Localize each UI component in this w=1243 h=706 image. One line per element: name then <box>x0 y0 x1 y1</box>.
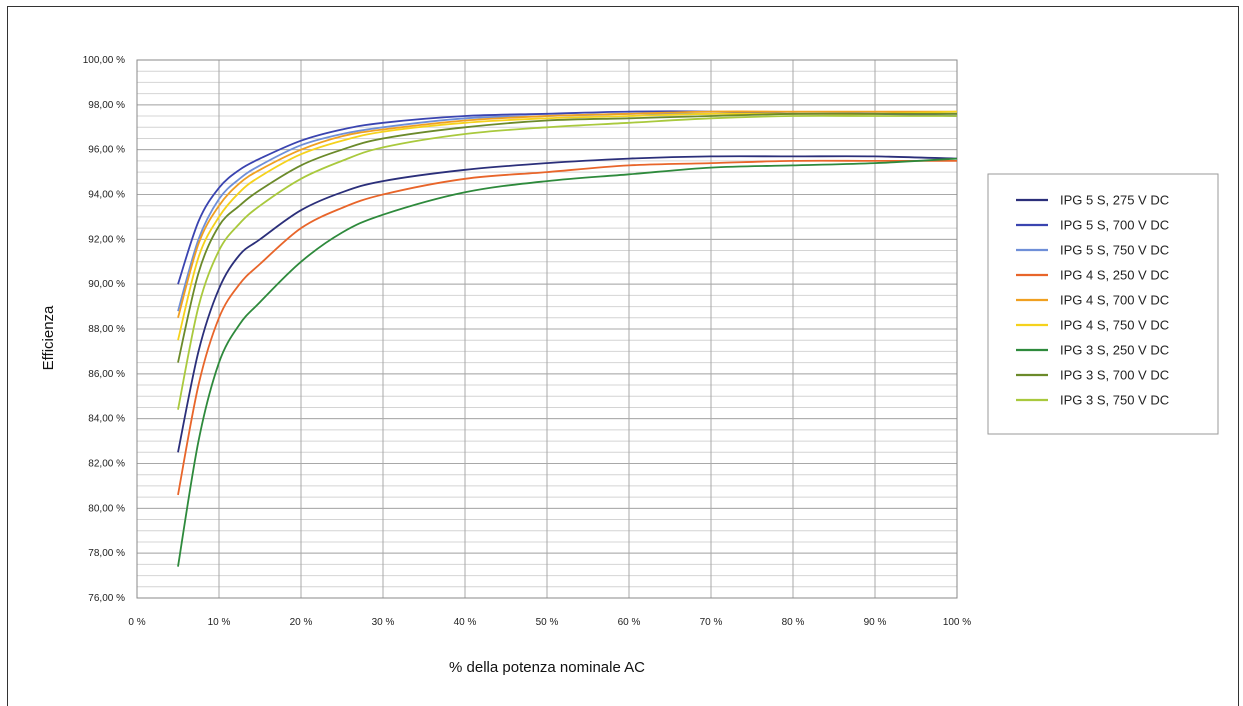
x-axis-ticks: 0 % 10 % 20 % 30 % 40 % 50 % 60 % 70 % 80 % 90 % 1… <box>128 617 971 628</box>
x-tick-label: 60 % <box>618 617 641 628</box>
series-line <box>177 110 958 285</box>
y-tick-label: 86,00 % <box>88 369 125 380</box>
series-line <box>177 110 958 341</box>
series-line <box>177 110 957 319</box>
legend-label: IPG 3 S, 700 V DC <box>1060 368 1169 383</box>
series-line <box>177 155 958 453</box>
y-tick-label: 96,00 % <box>88 145 125 156</box>
x-tick-label: 40 % <box>454 617 477 628</box>
legend-items: IPG 5 S, 275 V DC IPG 5 S, 700 V DC IPG 5 … <box>1016 193 1169 408</box>
series-line <box>177 114 957 410</box>
legend-label: IPG 5 S, 275 V DC <box>1060 193 1169 208</box>
y-tick-label: 82,00 % <box>88 459 125 470</box>
legend-label: IPG 3 S, 250 V DC <box>1060 343 1169 358</box>
y-axis-label: Efficienza <box>40 305 57 370</box>
series-line <box>177 112 957 363</box>
y-tick-label: 98,00 % <box>88 100 125 111</box>
y-axis-ticks: 76,00 % 78,00 % 80,00 % 82,00 % 84,00 % 86,00… <box>83 55 125 604</box>
plot-area-border <box>136 59 958 599</box>
series-line <box>177 157 958 567</box>
x-tick-label: 100 % <box>943 617 971 628</box>
y-tick-label: 78,00 % <box>88 548 125 559</box>
y-tick-label: 80,00 % <box>88 503 125 514</box>
x-tick-label: 0 % <box>128 617 145 628</box>
y-tick-label: 88,00 % <box>88 324 125 335</box>
x-tick-label: 50 % <box>536 617 559 628</box>
y-tick-label: 84,00 % <box>88 414 125 425</box>
legend: IPG 5 S, 275 V DC IPG 5 S, 700 V DC IPG 5 … <box>987 173 1219 435</box>
chart-frame <box>7 6 1239 706</box>
legend-label: IPG 4 S, 250 V DC <box>1060 268 1169 283</box>
legend-label: IPG 4 S, 750 V DC <box>1060 318 1169 333</box>
y-tick-label: 76,00 % <box>88 593 125 604</box>
series-lines <box>177 110 958 567</box>
x-tick-label: 80 % <box>782 617 805 628</box>
x-tick-label: 10 % <box>208 617 231 628</box>
legend-label: IPG 4 S, 700 V DC <box>1060 293 1169 308</box>
series-line <box>177 159 957 496</box>
x-tick-label: 30 % <box>372 617 395 628</box>
x-tick-label: 20 % <box>290 617 313 628</box>
grid-major <box>136 59 958 599</box>
y-tick-label: 100,00 % <box>83 55 125 66</box>
y-tick-label: 92,00 % <box>88 234 125 245</box>
legend-label: IPG 3 S, 750 V DC <box>1060 393 1169 408</box>
x-tick-label: 70 % <box>700 617 723 628</box>
legend-box <box>987 173 1219 435</box>
y-tick-label: 94,00 % <box>88 190 125 201</box>
legend-label: IPG 5 S, 700 V DC <box>1060 218 1169 233</box>
x-tick-label: 90 % <box>864 617 887 628</box>
y-tick-label: 90,00 % <box>88 279 125 290</box>
x-axis-label: % della potenza nominale AC <box>449 659 645 676</box>
legend-label: IPG 5 S, 750 V DC <box>1060 243 1169 258</box>
